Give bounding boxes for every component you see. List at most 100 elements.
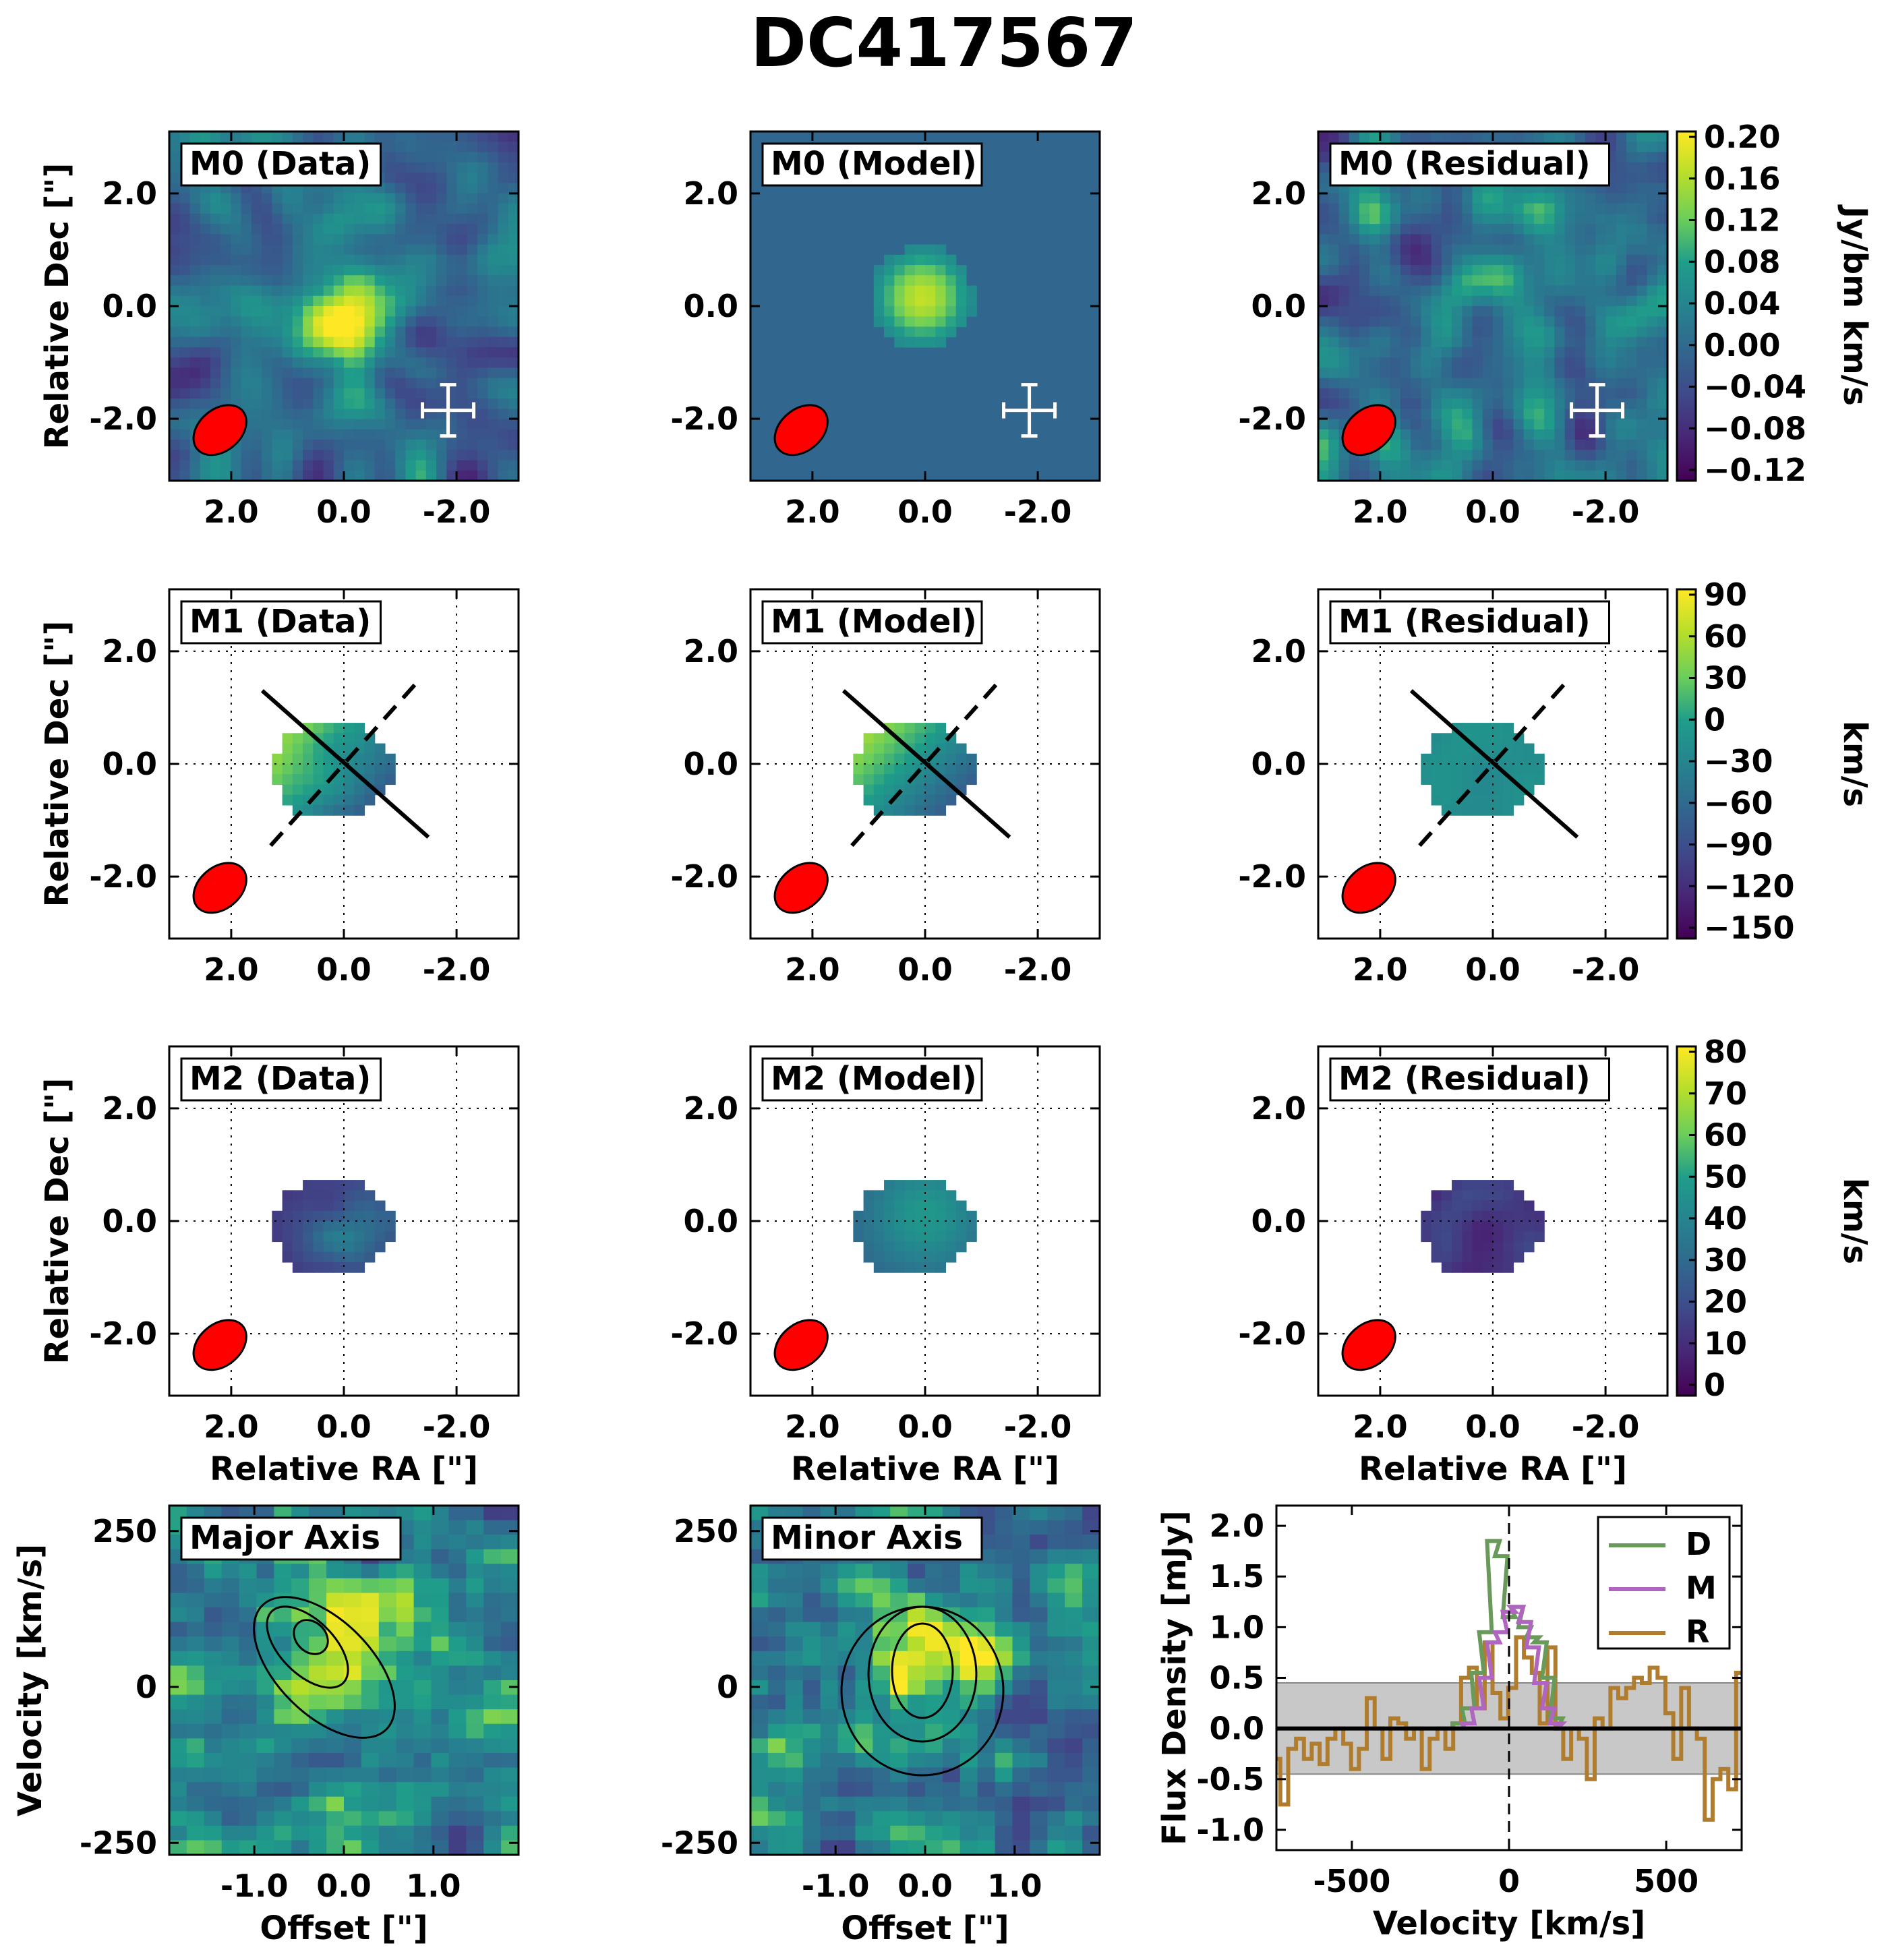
y-tick-label: -0.5 bbox=[1196, 1761, 1264, 1798]
panel-label: M2 (Data) bbox=[180, 1057, 382, 1102]
y-tick-label: 1.0 bbox=[1210, 1609, 1265, 1645]
legend-box bbox=[1597, 1516, 1731, 1650]
error-cross bbox=[1002, 383, 1057, 438]
y-axis-label: Relative Dec ["] bbox=[38, 163, 76, 450]
y-axis-label: Relative Dec ["] bbox=[38, 621, 76, 908]
panel-m1-model: 2.0 0.0 -2.0 2.0 0.0 -2.0 M1 (Model) bbox=[670, 588, 1101, 988]
y-axis-label: Velocity [km/s] bbox=[11, 1544, 49, 1816]
x-tick-label: 2.0 bbox=[785, 494, 840, 530]
y-tick-label: -1.0 bbox=[1196, 1812, 1264, 1848]
x-tick-label: 500 bbox=[1634, 1863, 1699, 1899]
y-tick-label: -2.0 bbox=[1238, 858, 1306, 895]
colorbar-m0: 0.20 0.16 0.12 0.08 0.04 0.00 −0.04 −0.08 −0.12 J… bbox=[1676, 119, 1874, 488]
beam-ellipse bbox=[1341, 404, 1396, 456]
colorbar-tick-label: 90 bbox=[1704, 576, 1747, 613]
x-axis-label: Offset ["] bbox=[260, 1909, 427, 1947]
heatmap bbox=[272, 1180, 396, 1273]
x-axis-label: Offset ["] bbox=[841, 1909, 1009, 1947]
legend-label-d: D bbox=[1686, 1526, 1711, 1562]
colorbar-tick-label: 0.04 bbox=[1704, 285, 1781, 322]
y-tick-label: 0.5 bbox=[1210, 1660, 1265, 1696]
colorbar-tick-label: 0.12 bbox=[1704, 202, 1781, 239]
panel-minor: -1.0 0.0 1.0 250 0 -250 Minor Axis Offset ["] bbox=[661, 1504, 1101, 1947]
panel-label: Major Axis bbox=[180, 1516, 402, 1561]
y-tick-label: -2.0 bbox=[670, 1315, 738, 1352]
y-tick-label: 2.0 bbox=[1210, 1508, 1265, 1544]
panel-m1-resid: 2.0 0.0 -2.0 2.0 0.0 -2.0 M1 (Residual) bbox=[1238, 588, 1669, 988]
x-tick-label: -2.0 bbox=[1004, 1408, 1072, 1445]
x-tick-label: 2.0 bbox=[204, 1408, 259, 1445]
colorbar-label: Jy/bm km/s bbox=[1836, 204, 1874, 406]
x-tick-label: 0 bbox=[1498, 1863, 1520, 1899]
panel-label: M0 (Data) bbox=[180, 142, 382, 187]
error-cross bbox=[421, 383, 476, 438]
colorbar-tick-label: 80 bbox=[1704, 1034, 1747, 1070]
model-spectrum-line bbox=[1440, 1605, 1570, 1731]
heatmap bbox=[1421, 723, 1545, 816]
y-tick-label: 2.0 bbox=[1251, 1090, 1307, 1127]
x-axis-label: Velocity [km/s] bbox=[1373, 1905, 1645, 1942]
y-tick-label: 0.0 bbox=[684, 1203, 739, 1239]
panel-label: M1 (Model) bbox=[761, 600, 983, 645]
x-tick-label: 0.0 bbox=[316, 951, 372, 988]
y-tick-label: 0.0 bbox=[102, 746, 158, 782]
colorbar-tick-label: −120 bbox=[1704, 868, 1795, 904]
colorbar-tick-label: 10 bbox=[1704, 1325, 1747, 1361]
y-tick-label: 2.0 bbox=[684, 633, 739, 670]
panel-label-text: Minor Axis bbox=[771, 1519, 963, 1557]
colorbar-tick-label: 60 bbox=[1704, 618, 1747, 655]
x-tick-label: -2.0 bbox=[1572, 494, 1640, 530]
x-tick-label: -2.0 bbox=[1572, 951, 1640, 988]
colorbar-tick-label: −30 bbox=[1704, 743, 1773, 779]
x-tick-label: -2.0 bbox=[1572, 1408, 1640, 1445]
y-tick-label: 2.0 bbox=[102, 1090, 158, 1127]
heatmap bbox=[1421, 1180, 1545, 1273]
y-tick-label: 2.0 bbox=[684, 175, 739, 212]
panel-m2-data: 2.0 0.0 -2.0 2.0 0.0 -2.0 M2 (Data) Relative De… bbox=[38, 1045, 520, 1488]
panel-label-text: M0 (Data) bbox=[189, 145, 371, 183]
x-tick-label: 2.0 bbox=[785, 951, 840, 988]
colorbar-m2: 80 70 60 50 40 30 20 10 0 km/s bbox=[1676, 1034, 1874, 1403]
colorbar-gradient bbox=[1676, 1045, 1697, 1397]
minor-axis-line bbox=[269, 680, 419, 848]
y-tick-label: -2.0 bbox=[1238, 1315, 1306, 1352]
colorbar-tick-label: −0.08 bbox=[1704, 410, 1806, 446]
contours bbox=[253, 1596, 396, 1739]
y-tick-label: 2.0 bbox=[1251, 175, 1307, 212]
legend: DMR bbox=[1597, 1516, 1731, 1650]
panel-label-text: M1 (Residual) bbox=[1338, 603, 1591, 641]
minor-axis-line bbox=[850, 680, 1000, 848]
panel-label-text: M1 (Data) bbox=[189, 603, 371, 641]
heatmap bbox=[873, 244, 977, 348]
y-tick-label: 0.0 bbox=[1251, 746, 1307, 782]
x-tick-label: 0.0 bbox=[897, 1868, 953, 1904]
y-tick-label: 250 bbox=[674, 1513, 738, 1549]
colorbar-tick-label: −0.12 bbox=[1704, 452, 1806, 488]
x-tick-label: -2.0 bbox=[423, 494, 491, 530]
y-tick-label: 2.0 bbox=[684, 1090, 739, 1127]
beam-ellipse bbox=[1341, 1319, 1396, 1371]
position-angle-lines bbox=[841, 680, 1011, 848]
x-tick-label: 2.0 bbox=[785, 1408, 840, 1445]
panel-label-text: Major Axis bbox=[189, 1519, 380, 1557]
y-tick-label: -2.0 bbox=[89, 1315, 157, 1352]
x-tick-label: -2.0 bbox=[423, 951, 491, 988]
y-tick-label: -250 bbox=[661, 1824, 738, 1861]
colorbar-tick-label: 40 bbox=[1704, 1200, 1747, 1237]
error-cross bbox=[1570, 383, 1625, 438]
x-tick-label: -2.0 bbox=[423, 1408, 491, 1445]
colorbar-tick-label: 30 bbox=[1704, 660, 1747, 696]
panel-m2-resid: 2.0 0.0 -2.0 2.0 0.0 -2.0 M2 (Residual) Relativ… bbox=[1238, 1045, 1669, 1488]
position-angle-lines bbox=[1409, 680, 1579, 848]
panel-m0-model: 2.0 0.0 -2.0 2.0 0.0 -2.0 M0 (Model) bbox=[670, 130, 1101, 530]
x-tick-label: -1.0 bbox=[220, 1868, 289, 1904]
colorbar-tick-label: −60 bbox=[1704, 785, 1773, 821]
y-tick-label: 0 bbox=[717, 1669, 738, 1705]
colorbar-label: km/s bbox=[1836, 721, 1874, 807]
panel-label-text: M0 (Residual) bbox=[1338, 145, 1591, 183]
beam-ellipse bbox=[192, 862, 247, 914]
colorbar-m1: 90 60 30 0 −30 −60 −90 −120 −150 km/s bbox=[1676, 576, 1874, 946]
x-tick-label: 0.0 bbox=[1465, 1408, 1520, 1445]
position-angle-lines bbox=[260, 680, 430, 848]
x-axis-label: Relative RA ["] bbox=[1359, 1450, 1627, 1488]
